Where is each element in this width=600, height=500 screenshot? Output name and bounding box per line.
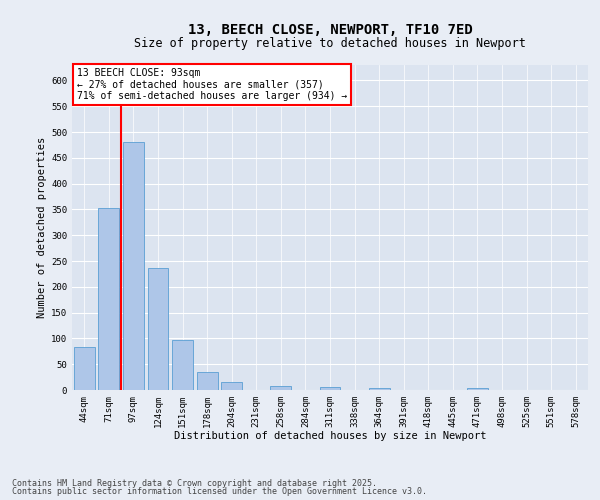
Bar: [271, 386, 292, 390]
Bar: [98, 208, 119, 390]
Bar: [197, 372, 218, 390]
Text: Contains public sector information licensed under the Open Government Licence v3: Contains public sector information licen…: [12, 487, 427, 496]
Bar: [172, 340, 193, 390]
Bar: [74, 346, 95, 390]
Text: 13 BEECH CLOSE: 93sqm
← 27% of detached houses are smaller (357)
71% of semi-det: 13 BEECH CLOSE: 93sqm ← 27% of detached …: [77, 68, 347, 102]
Text: Contains HM Land Registry data © Crown copyright and database right 2025.: Contains HM Land Registry data © Crown c…: [12, 478, 377, 488]
X-axis label: Distribution of detached houses by size in Newport: Distribution of detached houses by size …: [174, 432, 486, 442]
Text: 13, BEECH CLOSE, NEWPORT, TF10 7ED: 13, BEECH CLOSE, NEWPORT, TF10 7ED: [188, 22, 472, 36]
Text: Size of property relative to detached houses in Newport: Size of property relative to detached ho…: [134, 38, 526, 51]
Bar: [123, 142, 144, 390]
Y-axis label: Number of detached properties: Number of detached properties: [37, 137, 47, 318]
Bar: [320, 388, 340, 390]
Bar: [148, 268, 169, 390]
Bar: [467, 388, 488, 390]
Bar: [368, 388, 389, 390]
Bar: [221, 382, 242, 390]
